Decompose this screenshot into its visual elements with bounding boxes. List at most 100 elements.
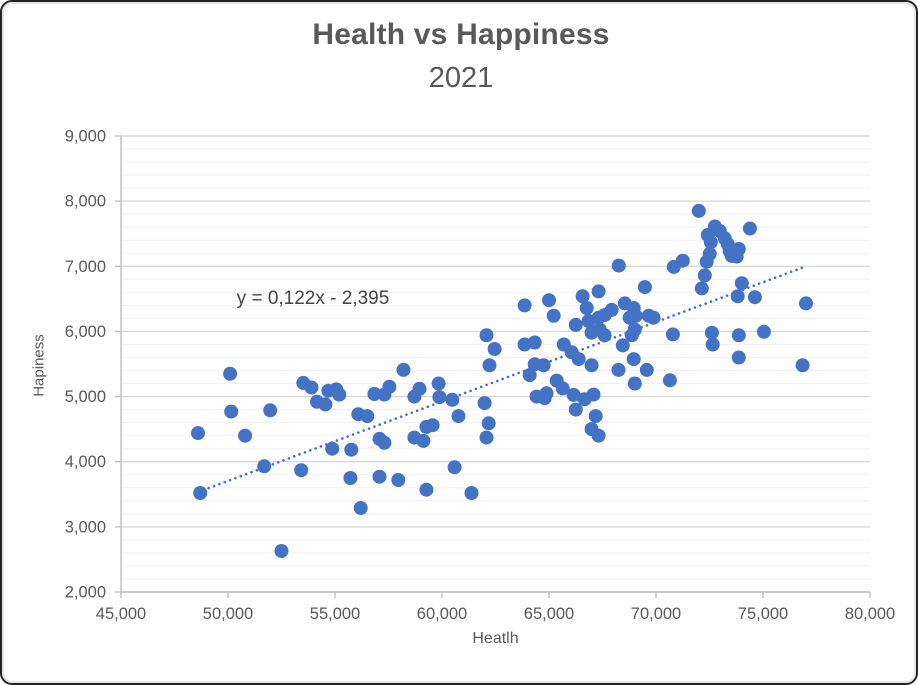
data-point[interactable] bbox=[555, 381, 570, 396]
data-point[interactable] bbox=[611, 362, 626, 377]
data-point[interactable] bbox=[318, 397, 333, 412]
data-point[interactable] bbox=[584, 358, 599, 373]
data-point[interactable] bbox=[622, 310, 637, 325]
data-point[interactable] bbox=[568, 402, 583, 417]
data-point[interactable] bbox=[263, 403, 278, 418]
data-point[interactable] bbox=[615, 338, 630, 353]
y-tick-label: 6,000 bbox=[65, 323, 106, 341]
data-point[interactable] bbox=[697, 268, 712, 283]
data-point[interactable] bbox=[360, 409, 375, 424]
data-point[interactable] bbox=[536, 358, 551, 373]
data-point[interactable] bbox=[691, 203, 706, 218]
data-point[interactable] bbox=[377, 435, 392, 450]
data-point[interactable] bbox=[626, 352, 641, 367]
data-point[interactable] bbox=[571, 352, 586, 367]
data-point[interactable] bbox=[639, 362, 654, 377]
data-point[interactable] bbox=[224, 404, 239, 419]
data-point[interactable] bbox=[795, 358, 810, 373]
data-point[interactable] bbox=[579, 301, 594, 315]
data-point[interactable] bbox=[542, 293, 556, 308]
data-point[interactable] bbox=[637, 280, 652, 295]
data-point[interactable] bbox=[517, 298, 532, 313]
data-point[interactable] bbox=[624, 328, 639, 343]
x-tick-label: 55,000 bbox=[310, 605, 360, 623]
data-point[interactable] bbox=[675, 253, 690, 268]
data-point[interactable] bbox=[591, 428, 606, 443]
data-point[interactable] bbox=[412, 381, 427, 396]
data-point[interactable] bbox=[604, 302, 619, 317]
data-point[interactable] bbox=[729, 249, 744, 264]
data-point[interactable] bbox=[627, 376, 642, 391]
data-point[interactable] bbox=[325, 441, 340, 456]
data-point[interactable] bbox=[611, 258, 626, 273]
y-tick-label: 5,000 bbox=[65, 388, 106, 406]
data-point[interactable] bbox=[425, 418, 440, 433]
data-point[interactable] bbox=[522, 368, 537, 383]
data-point[interactable] bbox=[799, 296, 813, 311]
y-tick-label: 7,000 bbox=[65, 258, 106, 276]
data-point[interactable] bbox=[703, 235, 718, 250]
data-point[interactable] bbox=[734, 276, 749, 291]
data-point[interactable] bbox=[343, 471, 358, 485]
data-point[interactable] bbox=[477, 396, 492, 411]
data-point[interactable] bbox=[416, 433, 431, 448]
data-point[interactable] bbox=[238, 428, 253, 443]
data-point[interactable] bbox=[575, 289, 590, 304]
data-point[interactable] bbox=[367, 387, 382, 401]
data-point[interactable] bbox=[481, 416, 496, 431]
data-point[interactable] bbox=[527, 335, 542, 350]
data-point[interactable] bbox=[332, 387, 347, 402]
data-point[interactable] bbox=[445, 392, 460, 407]
data-point[interactable] bbox=[223, 366, 238, 381]
data-point[interactable] bbox=[382, 379, 397, 394]
trendline-equation-label: y = 0,122x - 2,395 bbox=[236, 288, 390, 309]
data-point[interactable] bbox=[304, 380, 319, 395]
data-point[interactable] bbox=[451, 409, 466, 424]
data-point[interactable] bbox=[731, 328, 746, 343]
data-point[interactable] bbox=[353, 501, 368, 515]
data-point[interactable] bbox=[665, 327, 680, 342]
data-point[interactable] bbox=[479, 430, 494, 445]
y-tick-label: 4,000 bbox=[65, 453, 106, 471]
data-point[interactable] bbox=[419, 482, 434, 497]
data-point[interactable] bbox=[731, 350, 746, 365]
data-point[interactable] bbox=[487, 342, 502, 356]
data-point[interactable] bbox=[274, 544, 289, 558]
data-point[interactable] bbox=[537, 391, 552, 406]
trendline[interactable] bbox=[196, 265, 808, 494]
data-point[interactable] bbox=[704, 325, 719, 340]
data-point[interactable] bbox=[257, 459, 272, 474]
data-point[interactable] bbox=[588, 409, 603, 424]
data-point[interactable] bbox=[193, 486, 208, 500]
data-point[interactable] bbox=[662, 373, 677, 388]
data-point[interactable] bbox=[396, 362, 411, 377]
x-tick-label: 60,000 bbox=[417, 605, 467, 623]
data-point[interactable] bbox=[586, 387, 601, 402]
data-point[interactable] bbox=[597, 328, 612, 343]
data-point[interactable] bbox=[747, 290, 762, 305]
data-point[interactable] bbox=[294, 463, 309, 478]
data-point[interactable] bbox=[568, 317, 583, 332]
data-point[interactable] bbox=[646, 310, 661, 325]
data-point[interactable] bbox=[730, 289, 745, 304]
data-point[interactable] bbox=[591, 284, 606, 299]
data-point[interactable] bbox=[391, 473, 406, 487]
data-point[interactable] bbox=[372, 469, 387, 484]
data-point[interactable] bbox=[464, 486, 479, 500]
data-point[interactable] bbox=[447, 460, 462, 475]
data-point[interactable] bbox=[482, 358, 497, 373]
data-point[interactable] bbox=[756, 324, 771, 339]
data-point[interactable] bbox=[742, 221, 757, 236]
data-point[interactable] bbox=[431, 376, 446, 391]
data-point[interactable] bbox=[705, 337, 720, 352]
data-point[interactable] bbox=[694, 281, 709, 296]
data-point[interactable] bbox=[546, 308, 561, 323]
data-point[interactable] bbox=[566, 387, 581, 402]
data-point[interactable] bbox=[344, 442, 359, 457]
data-point[interactable] bbox=[191, 426, 205, 441]
data-point[interactable] bbox=[479, 328, 494, 343]
x-tick-label: 70,000 bbox=[631, 605, 681, 623]
data-point[interactable] bbox=[699, 254, 714, 269]
